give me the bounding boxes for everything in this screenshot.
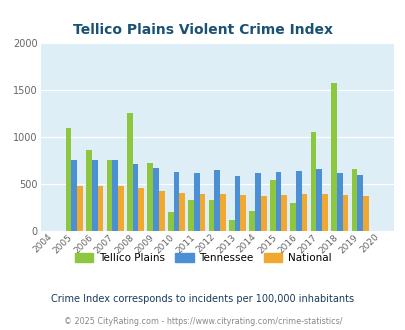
Bar xyxy=(269,180,275,231)
Bar xyxy=(127,114,132,231)
Text: Crime Index corresponds to incidents per 100,000 inhabitants: Crime Index corresponds to incidents per… xyxy=(51,294,354,304)
Bar xyxy=(118,186,124,231)
Bar xyxy=(132,164,138,231)
Bar xyxy=(220,194,225,231)
Bar xyxy=(351,169,356,231)
Bar xyxy=(199,194,205,231)
Bar xyxy=(153,168,158,231)
Bar xyxy=(71,160,77,231)
Bar xyxy=(158,190,164,231)
Bar xyxy=(86,150,92,231)
Bar xyxy=(179,193,185,231)
Bar xyxy=(330,83,336,231)
Legend: Tellico Plains, Tennessee, National: Tellico Plains, Tennessee, National xyxy=(70,248,335,267)
Bar xyxy=(240,195,245,231)
Bar xyxy=(336,173,342,231)
Bar xyxy=(301,194,307,231)
Text: © 2025 CityRating.com - https://www.cityrating.com/crime-statistics/: © 2025 CityRating.com - https://www.city… xyxy=(64,317,341,326)
Bar xyxy=(106,160,112,231)
Bar xyxy=(362,196,368,231)
Bar xyxy=(214,170,220,231)
Bar xyxy=(92,160,97,231)
Bar xyxy=(194,173,199,231)
Bar xyxy=(310,132,315,231)
Bar xyxy=(138,188,144,231)
Bar xyxy=(255,173,260,231)
Bar xyxy=(275,172,281,231)
Bar xyxy=(147,163,153,231)
Bar xyxy=(290,203,295,231)
Bar xyxy=(281,195,286,231)
Bar xyxy=(97,186,103,231)
Bar xyxy=(342,195,347,231)
Bar xyxy=(295,171,301,231)
Bar xyxy=(234,176,240,231)
Bar xyxy=(188,200,194,231)
Bar xyxy=(167,212,173,231)
Text: Tellico Plains Violent Crime Index: Tellico Plains Violent Crime Index xyxy=(73,23,332,37)
Bar xyxy=(260,196,266,231)
Bar xyxy=(112,160,118,231)
Bar xyxy=(249,211,255,231)
Bar xyxy=(173,172,179,231)
Bar xyxy=(228,220,234,231)
Bar xyxy=(66,128,71,231)
Bar xyxy=(321,194,327,231)
Bar xyxy=(77,186,83,231)
Bar xyxy=(208,200,214,231)
Bar xyxy=(315,169,321,231)
Bar xyxy=(356,175,362,231)
